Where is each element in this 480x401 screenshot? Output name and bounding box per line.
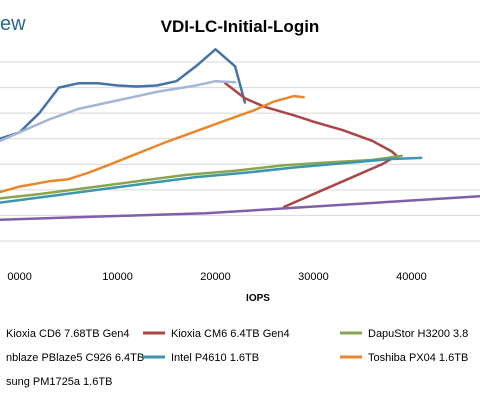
series-line-4 — [0, 156, 423, 204]
chart-title: VDI-LC-Initial-Login — [161, 17, 320, 36]
legend-label-5: Toshiba PX04 1.6TB — [368, 352, 468, 364]
legend-label-1: Kioxia CM6 6.4TB Gen4 — [171, 328, 290, 340]
legend-label-6: sung PM1725a 1.6TB — [6, 376, 112, 388]
legend-label-2: DapuStor H3200 3.8 — [368, 328, 468, 340]
x-axis-label: IOPS — [246, 293, 270, 304]
x-tick-label-2: 20000 — [200, 271, 231, 283]
legend-label-3: nblaze PBlaze5 C926 6.4TB — [6, 352, 144, 364]
legend-label-4: Intel P4610 1.6TB — [171, 352, 259, 364]
x-tick-label-1: 10000 — [102, 271, 133, 283]
legend-label-0: Kioxia CD6 7.68TB Gen4 — [6, 328, 130, 340]
x-tick-label-0: 0000 — [7, 271, 31, 283]
x-tick-label-3: 30000 — [298, 271, 329, 283]
series-line-6 — [0, 194, 480, 221]
legend: Kioxia CD6 7.68TB Gen4 Kioxia CM6 6.4TB G… — [6, 328, 468, 388]
x-axis-ticks: 0000 10000 20000 30000 40000 — [7, 271, 426, 283]
series-line-1 — [224, 82, 398, 209]
series-line-0 — [0, 48, 247, 140]
series-line-2 — [0, 154, 403, 200]
series-lines — [0, 48, 480, 221]
brand-logo-text: ew — [0, 13, 26, 35]
series-line-3 — [0, 79, 237, 143]
x-tick-label-4: 40000 — [396, 271, 427, 283]
series-line-5 — [0, 94, 305, 194]
